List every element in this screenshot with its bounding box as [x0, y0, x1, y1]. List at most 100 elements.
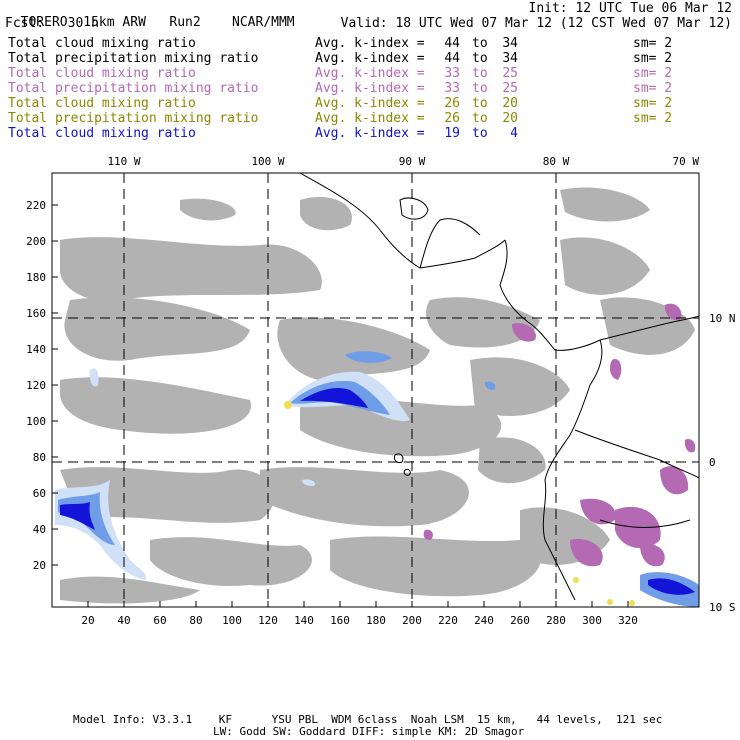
model-info: Model Info: V3.3.1 KF YSU PBL WDM 6class…: [73, 713, 663, 726]
legend-sm: sm= 2: [633, 36, 673, 51]
legend-k-from: 44: [444, 51, 460, 66]
legend-kindex-label: Avg. k-index =: [315, 51, 425, 66]
legend-field: Total cloud mixing ratio: [8, 36, 196, 51]
model-org: NCAR/MMM: [232, 15, 295, 30]
lon-label: 100 W: [251, 155, 284, 168]
x-tick-label: 20: [81, 614, 94, 627]
legend-k-to: 20: [502, 111, 518, 126]
y-tick-label: 80: [33, 451, 46, 464]
axis-ticks: [52, 204, 629, 607]
x-tick-label: 140: [294, 614, 314, 627]
y-tick-label: 100: [26, 415, 46, 428]
legend-row: Total precipitation mixing ratio Avg. k-i…: [0, 52, 740, 67]
legend-row: Total precipitation mixing ratio Avg. k-i…: [0, 112, 740, 127]
legend-to: to: [472, 111, 488, 126]
legend-k-to: 34: [502, 51, 518, 66]
forecast-hour: Fcst: 30 h: [5, 17, 99, 31]
legend-sm: sm= 2: [633, 66, 673, 81]
y-tick-label: 220: [26, 199, 46, 212]
lat-label: 0: [709, 456, 716, 469]
model-resolution: 15km ARW: [83, 15, 146, 30]
axis-tick-labels: 220 200 180 160 140 120 100 80 60 40 20 20 40 60 80 100…: [26, 155, 735, 627]
x-tick-label: 200: [402, 614, 422, 627]
header-title: TORERO 15km ARW Run2 NCAR/MMM: [5, 2, 295, 30]
legend-field: Total cloud mixing ratio: [8, 66, 196, 81]
x-tick-label: 320: [618, 614, 638, 627]
y-tick-label: 60: [33, 487, 46, 500]
legend-k-from: 26: [444, 96, 460, 111]
legend-row: Total precipitation mixing ratio Avg. k-i…: [0, 82, 740, 97]
legend-sm: sm= 2: [633, 111, 673, 126]
legend-row: Total cloud mixing ratio Avg. k-index = 19…: [0, 127, 740, 142]
legend-to: to: [472, 36, 488, 51]
legend-k-from: 19: [444, 126, 460, 141]
legend-k-from: 33: [444, 66, 460, 81]
cloud-field: [59, 187, 695, 604]
legend-kindex-label: Avg. k-index =: [315, 111, 425, 126]
legend-kindex-label: Avg. k-index =: [315, 126, 425, 141]
legend-sm: sm= 2: [633, 96, 673, 111]
lon-label: 80 W: [543, 155, 570, 168]
latlon-grid: [52, 173, 699, 607]
x-tick-label: 180: [366, 614, 386, 627]
x-tick-label: 260: [510, 614, 530, 627]
y-tick-label: 40: [33, 523, 46, 536]
fcst-value: 30 h: [67, 16, 99, 31]
x-tick-label: 280: [546, 614, 566, 627]
x-tick-label: 100: [222, 614, 242, 627]
legend-k-to: 25: [502, 81, 518, 96]
x-tick-label: 120: [258, 614, 278, 627]
legend-kindex-label: Avg. k-index =: [315, 81, 425, 96]
blue-field: [55, 351, 699, 607]
legend-row: Total cloud mixing ratio Avg. k-index = 33…: [0, 67, 740, 82]
legend-kindex-label: Avg. k-index =: [315, 36, 425, 51]
lat-label: 10 N: [709, 312, 736, 325]
x-tick-label: 60: [153, 614, 166, 627]
legend-k-from: 26: [444, 111, 460, 126]
y-tick-label: 160: [26, 307, 46, 320]
legend-k-to: 34: [502, 36, 518, 51]
fcst-label: Fcst:: [5, 16, 45, 31]
model-physics: LW: Godd SW: Goddard DIFF: simple KM: 2D…: [213, 725, 525, 738]
lat-label: 10 S: [709, 601, 736, 614]
y-tick-label: 20: [33, 559, 46, 572]
legend-k-to: 25: [502, 66, 518, 81]
y-tick-label: 200: [26, 235, 46, 248]
legend-sm: sm= 2: [633, 51, 673, 66]
legend-field: Total precipitation mixing ratio: [8, 81, 259, 96]
legend-k-to: 4: [510, 126, 518, 141]
legend-field: Total precipitation mixing ratio: [8, 51, 259, 66]
x-tick-label: 240: [474, 614, 494, 627]
model-run: Run2: [169, 15, 201, 30]
valid-time: Valid: 18 UTC Wed 07 Mar 12 (12 CST Wed …: [340, 16, 732, 31]
x-tick-label: 220: [438, 614, 458, 627]
legend-to: to: [472, 51, 488, 66]
x-tick-label: 160: [330, 614, 350, 627]
legend-field: Total cloud mixing ratio: [8, 126, 196, 141]
legend-k-from: 44: [444, 36, 460, 51]
legend-to: to: [472, 126, 488, 141]
legend-sm: sm= 2: [633, 81, 673, 96]
legend-kindex-label: Avg. k-index =: [315, 66, 425, 81]
lon-label: 70 W: [673, 155, 700, 168]
legend-kindex-label: Avg. k-index =: [315, 96, 425, 111]
y-tick-label: 140: [26, 343, 46, 356]
legend-row: Total cloud mixing ratio Avg. k-index = 26…: [0, 97, 740, 112]
x-tick-label: 300: [582, 614, 602, 627]
legend-to: to: [472, 96, 488, 111]
legend-field: Total precipitation mixing ratio: [8, 111, 259, 126]
lon-label: 90 W: [399, 155, 426, 168]
init-time: Init: 12 UTC Tue 06 Mar 12: [528, 1, 733, 16]
legend-field: Total cloud mixing ratio: [8, 96, 196, 111]
y-tick-label: 180: [26, 271, 46, 284]
purple-field: [423, 303, 696, 567]
x-tick-label: 80: [189, 614, 202, 627]
y-tick-label: 120: [26, 379, 46, 392]
legend-k-to: 20: [502, 96, 518, 111]
legend-row: Total cloud mixing ratio Avg. k-index = 44…: [0, 37, 740, 52]
lon-label: 110 W: [107, 155, 140, 168]
legend-k-from: 33: [444, 81, 460, 96]
legend-to: to: [472, 81, 488, 96]
x-tick-label: 40: [117, 614, 130, 627]
